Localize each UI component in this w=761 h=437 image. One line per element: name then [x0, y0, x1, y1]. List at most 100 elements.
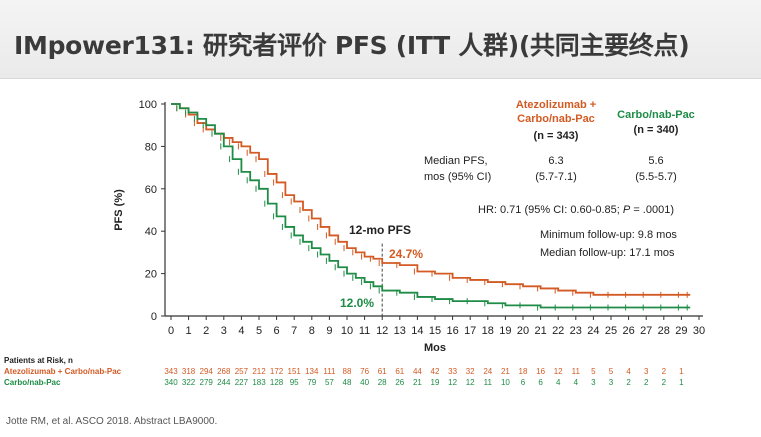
risk-value-atezo-29: 1 [679, 367, 684, 376]
risk-value-carbo-3: 244 [217, 378, 231, 387]
risk-value-carbo-10: 48 [343, 378, 352, 387]
risk-value-atezo-16: 33 [448, 367, 457, 376]
chart-annotations: Atezolizumab + Carbo/nab-Pac (n = 343) C… [340, 99, 695, 310]
curve-carbo [171, 103, 691, 309]
x-tick-label-19: 19 [499, 325, 511, 337]
x-tick-label-7: 7 [291, 325, 297, 337]
risk-value-atezo-22: 12 [554, 367, 563, 376]
risk-value-carbo-11: 40 [360, 378, 369, 387]
risk-value-atezo-14: 44 [413, 367, 422, 376]
risk-value-atezo-20: 18 [519, 367, 528, 376]
risk-value-atezo-18: 24 [483, 367, 492, 376]
risk-value-carbo-23: 4 [574, 378, 579, 387]
x-tick-label-10: 10 [341, 325, 353, 337]
atezo-n-label: (n = 343) [534, 130, 579, 142]
curve-atezo [171, 103, 691, 296]
atezo-median-value: 6.3 [548, 155, 563, 167]
risk-value-atezo-11: 76 [360, 367, 369, 376]
risk-value-carbo-13: 26 [395, 378, 404, 387]
risk-value-carbo-26: 2 [626, 378, 631, 387]
carbo-median-ci: (5.5-5.7) [635, 171, 677, 183]
y-tick-label-100: 100 [139, 99, 157, 111]
risk-table: Patients at Risk, n Atezolizumab + Carbo… [4, 356, 684, 387]
y-axis-title: PFS (%) [113, 189, 125, 231]
risk-value-carbo-22: 4 [556, 378, 561, 387]
x-tick-label-23: 23 [570, 325, 582, 337]
x-tick-label-20: 20 [517, 325, 529, 337]
x-tick-label-15: 15 [429, 325, 441, 337]
risk-table-title: Patients at Risk, n [4, 356, 73, 365]
risk-value-carbo-2: 279 [200, 378, 214, 387]
x-tick-label-16: 16 [446, 325, 458, 337]
risk-value-carbo-7: 95 [290, 378, 299, 387]
x-tick-label-4: 4 [238, 325, 244, 337]
risk-value-carbo-6: 128 [270, 378, 284, 387]
y-tick-label-80: 80 [145, 141, 157, 153]
risk-value-atezo-10: 88 [343, 367, 352, 376]
carbo-header: Carbo/nab-Pac [617, 109, 695, 121]
x-tick-label-21: 21 [534, 325, 546, 337]
risk-value-carbo-14: 21 [413, 378, 422, 387]
carbo-median-value: 5.6 [648, 155, 663, 167]
hr-text: HR: 0.71 (95% CI: 0.60-0.85; P = .0001) [478, 204, 674, 216]
risk-value-atezo-2: 294 [200, 367, 214, 376]
atezo-header-line2: Carbo/nab-Pac [517, 113, 595, 125]
risk-value-atezo-26: 4 [626, 367, 631, 376]
risk-value-atezo-23: 11 [572, 367, 581, 376]
risk-value-atezo-7: 151 [288, 367, 302, 376]
x-tick-label-27: 27 [640, 325, 652, 337]
slide-title: IMpower131: 研究者评价 PFS (ITT 人群)(共同主要终点) [14, 31, 690, 60]
risk-value-carbo-21: 6 [538, 378, 543, 387]
x-tick-label-9: 9 [326, 325, 332, 337]
y-tick-label-20: 20 [145, 269, 157, 281]
atezo-12mo-value: 24.7% [389, 247, 423, 261]
risk-value-carbo-19: 10 [501, 378, 510, 387]
risk-value-carbo-0: 340 [164, 378, 178, 387]
title-bar [0, 0, 761, 79]
risk-value-carbo-27: 2 [644, 378, 649, 387]
x-tick-label-26: 26 [622, 325, 634, 337]
risk-value-atezo-4: 257 [235, 367, 249, 376]
risk-value-atezo-19: 21 [501, 367, 510, 376]
x-tick-label-29: 29 [675, 325, 687, 337]
x-tick-label-1: 1 [186, 325, 192, 337]
x-tick-label-6: 6 [274, 325, 280, 337]
risk-value-carbo-29: 1 [679, 378, 684, 387]
risk-value-carbo-28: 2 [662, 378, 667, 387]
x-tick-label-17: 17 [464, 325, 476, 337]
atezo-header-line1: Atezolizumab + [516, 99, 596, 111]
risk-value-atezo-17: 32 [466, 367, 475, 376]
x-tick-label-11: 11 [359, 325, 370, 337]
risk-value-atezo-13: 61 [395, 367, 404, 376]
risk-value-carbo-18: 11 [484, 378, 493, 387]
risk-value-atezo-25: 5 [609, 367, 614, 376]
x-tick-label-5: 5 [256, 325, 262, 337]
x-tick-label-22: 22 [552, 325, 564, 337]
y-tick-label-40: 40 [145, 226, 157, 238]
twelve-mo-label: 12-mo PFS [349, 223, 411, 237]
risk-value-carbo-9: 57 [325, 378, 334, 387]
risk-value-carbo-15: 19 [431, 378, 440, 387]
risk-value-carbo-20: 6 [521, 378, 526, 387]
y-tick-label-60: 60 [145, 184, 157, 196]
risk-value-atezo-15: 42 [431, 367, 440, 376]
risk-value-carbo-4: 227 [235, 378, 249, 387]
atezo-median-ci: (5.7-7.1) [535, 171, 577, 183]
x-tick-label-2: 2 [203, 325, 209, 337]
median-label-line1: Median PFS, [424, 155, 488, 167]
x-tick-label-28: 28 [658, 325, 670, 337]
x-tick-label-3: 3 [221, 325, 227, 337]
citation: Jotte RM, et al. ASCO 2018. Abstract LBA… [6, 416, 218, 427]
x-tick-label-30: 30 [693, 325, 705, 337]
risk-value-carbo-5: 183 [252, 378, 266, 387]
carbo-n-label: (n = 340) [634, 124, 679, 136]
risk-row-label-carbo: Carbo/nab-Pac [4, 378, 61, 387]
x-tick-label-12: 12 [376, 325, 388, 337]
followup-min: Minimum follow-up: 9.8 mos [540, 229, 677, 241]
risk-value-carbo-17: 12 [466, 378, 475, 387]
x-tick-label-18: 18 [482, 325, 494, 337]
x-tick-label-8: 8 [309, 325, 315, 337]
risk-value-carbo-8: 79 [307, 378, 316, 387]
risk-value-carbo-1: 322 [182, 378, 196, 387]
